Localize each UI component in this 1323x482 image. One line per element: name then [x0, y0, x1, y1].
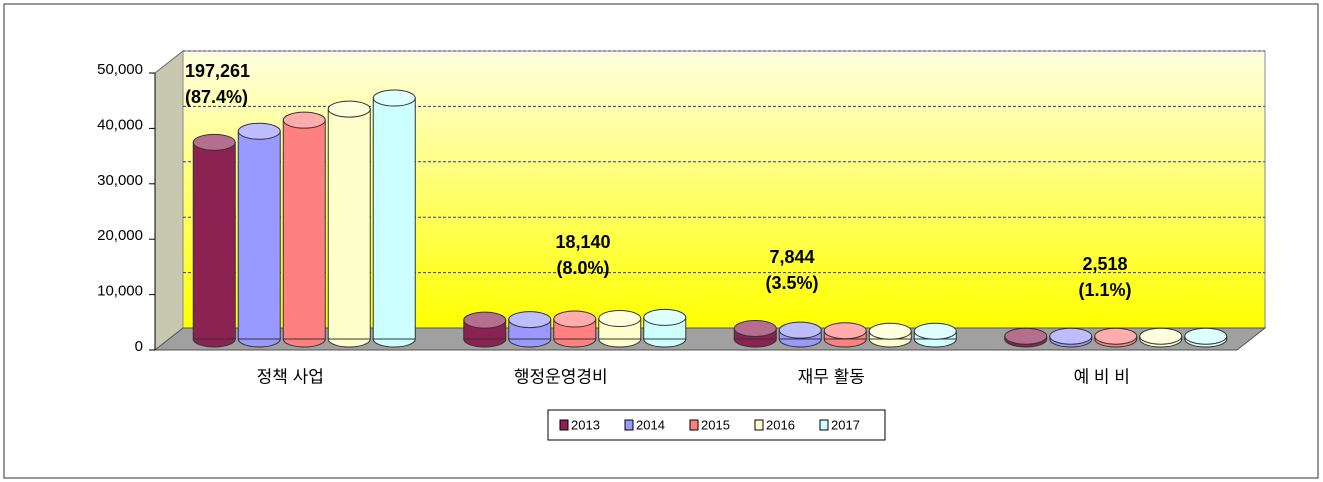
legend-swatch: [754, 419, 764, 431]
bar-top: [237, 122, 281, 140]
bar: [372, 97, 416, 340]
bar-top: [192, 133, 236, 151]
annotation-total: 2,518: [1082, 254, 1127, 274]
legend-swatch: [559, 419, 569, 431]
annotation-share: (8.0%): [556, 258, 609, 278]
legend-label: 2013: [571, 417, 600, 432]
y-tick-label: 0: [135, 338, 143, 355]
legend-swatch: [624, 419, 634, 431]
annotation-share: (3.5%): [765, 273, 818, 293]
y-tick-label: 40,000: [97, 116, 143, 133]
bar-top: [1004, 327, 1048, 345]
bar: [327, 108, 371, 340]
bar: [237, 130, 281, 340]
legend-label: 2017: [831, 417, 860, 432]
bar-top: [372, 89, 416, 107]
bar-top: [778, 321, 822, 339]
bar-top: [282, 111, 326, 129]
bar-top: [508, 311, 552, 329]
y-tick-label: 30,000: [97, 172, 143, 189]
bar-top: [327, 100, 371, 118]
floor: [153, 327, 1267, 351]
legend: [547, 409, 886, 441]
y-tick-label: 50,000: [97, 61, 143, 78]
bar-top: [1139, 327, 1183, 345]
bar-top: [553, 310, 597, 328]
bar-top: [643, 308, 687, 326]
annotation-total: 197,261: [185, 61, 250, 81]
x-tick-label: 행정운영경비: [514, 367, 608, 386]
bar-top: [913, 322, 957, 340]
legend-swatch: [819, 419, 829, 431]
bar-top: [733, 319, 777, 337]
bar: [282, 119, 326, 340]
legend-label: 2014: [636, 417, 665, 432]
bar-top: [1094, 327, 1138, 345]
y-tick-label: 10,000: [97, 283, 143, 300]
x-tick-label: 예 비 비: [1074, 367, 1130, 386]
side-wall: [154, 49, 184, 352]
bar-top: [598, 310, 642, 328]
bar-top: [463, 311, 507, 329]
annotation-share: (87.4%): [185, 87, 248, 107]
legend-label: 2016: [766, 417, 795, 432]
annotation-total: 7,844: [769, 247, 814, 267]
annotation-share: (1.1%): [1078, 280, 1131, 300]
x-tick-label: 정책 사업: [257, 367, 324, 386]
bar-top: [1049, 327, 1093, 345]
bar-top: [1184, 327, 1228, 345]
y-tick-label: 20,000: [97, 227, 143, 244]
annotation-total: 18,140: [555, 232, 610, 252]
bar: [192, 141, 236, 340]
x-tick-label: 재무 활동: [798, 367, 865, 386]
legend-label: 2015: [701, 417, 730, 432]
legend-swatch: [689, 419, 699, 431]
bar-top: [868, 322, 912, 340]
bar-top: [823, 322, 867, 340]
